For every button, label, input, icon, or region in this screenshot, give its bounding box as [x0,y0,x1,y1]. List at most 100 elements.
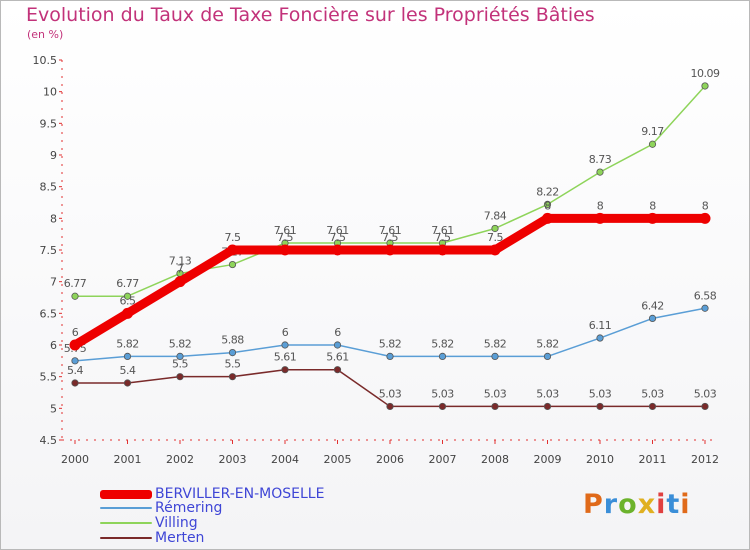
data-point [384,244,396,256]
x-tick-label: 2003 [219,453,247,466]
legend-item-villing: Villing [100,515,198,531]
data-point [543,200,552,208]
data-label: 5.5 [225,358,241,371]
data-point [123,379,132,387]
data-point [333,366,342,374]
proxiti-logo: Proxiti [583,489,691,520]
data-label: 8 [702,199,709,212]
legend-swatch [100,537,152,539]
data-point [648,314,657,322]
data-label: 5.61 [274,351,297,364]
x-tick-label: 2012 [691,453,719,466]
data-label: 7.5 [225,231,241,244]
data-label: 6 [282,326,289,339]
data-point [701,402,709,411]
data-label: 6 [334,326,341,339]
data-point [543,352,552,360]
data-point [489,244,501,256]
data-point [71,292,79,300]
y-tick-label: 10.5 [33,54,58,67]
logo-letter: t [666,489,681,520]
data-label: 6.5 [120,294,136,307]
data-label: 7.5 [382,231,398,244]
data-label: 8.73 [589,153,612,166]
data-label: 5.03 [536,387,559,400]
y-tick-label: 5 [50,402,57,415]
data-point [596,402,604,411]
logo-letter: r [603,489,619,520]
legend-item-remering: Rémering [100,500,222,516]
data-point [386,352,394,360]
data-label: 8 [544,199,551,212]
x-tick-label: 2009 [534,453,562,466]
data-label: 7.61 [274,224,297,237]
data-point [122,307,133,319]
data-label: 5.82 [431,337,454,350]
data-point [69,339,81,351]
data-point [281,341,289,349]
data-label: 5.03 [484,387,507,400]
data-point [386,402,394,411]
y-tick-label: 5.5 [40,371,58,384]
y-tick-label: 7.5 [40,244,58,257]
unit-label: (en %) [27,28,64,41]
logo-letter: i [680,489,691,520]
data-point [699,212,711,224]
y-tick-label: 6.5 [40,307,58,320]
x-tick-label: 2002 [166,453,194,466]
y-tick-label: 9.5 [40,117,58,130]
legend-label: Rémering [155,500,223,516]
data-point [491,352,499,360]
y-tick-label: 6 [50,339,57,352]
data-label: 8 [597,199,604,212]
x-tick-label: 2007 [429,453,457,466]
logo-letter: P [583,489,604,520]
data-point [596,168,604,176]
x-tick-label: 2010 [586,453,614,466]
data-label: 5.82 [484,337,507,350]
data-label: 5.4 [120,364,136,377]
y-tick-label: 7 [50,276,57,289]
data-label: 7.5 [487,231,503,244]
data-point [647,212,658,224]
data-point [333,341,342,349]
data-label: 5.4 [67,364,83,377]
x-tick-label: 2006 [376,453,404,466]
data-label: 10.09 [691,67,720,80]
data-label: 6.77 [64,277,87,290]
data-point [437,244,448,256]
data-point [701,304,709,312]
data-label: 8 [649,199,656,212]
data-label: 5.03 [379,387,402,400]
data-label: 7.61 [431,224,454,237]
data-label: 6.42 [641,299,664,312]
data-point [594,212,606,224]
data-point [332,244,343,256]
y-tick-label: 8.5 [40,181,58,194]
data-label: 7.5 [435,231,451,244]
x-tick-label: 2000 [61,453,89,466]
data-point [648,402,657,411]
legend-label: Villing [155,515,198,531]
logo-letter: o [618,489,638,520]
data-label: 7.61 [379,224,402,237]
data-label: 7.84 [484,209,507,222]
logo-letter: x [637,489,657,520]
data-point [228,373,237,381]
x-tick-label: 2011 [639,453,667,466]
data-point [438,352,447,360]
data-label: 5.61 [326,351,349,364]
data-point [228,348,237,357]
data-point [596,334,604,342]
y-tick-label: 9 [50,149,57,162]
data-label: 7.13 [169,254,192,267]
x-tick-label: 2001 [114,453,142,466]
y-tick-label: 4.5 [40,434,58,447]
data-label: 6 [72,326,79,339]
data-point [491,402,499,411]
data-label: 5.82 [536,337,559,350]
legend-swatch [100,522,152,524]
legend-item-merten: Merten [100,530,204,546]
data-point [701,82,709,90]
